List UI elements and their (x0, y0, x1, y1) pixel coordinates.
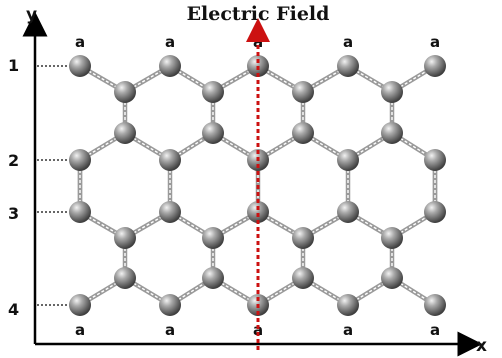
carbon-atom-19 (114, 227, 136, 249)
carbon-atom-33 (337, 294, 359, 316)
bond-highlight (212, 277, 259, 306)
bond-highlight (302, 277, 349, 306)
bond-highlight (212, 132, 259, 161)
bond-highlight (347, 132, 393, 161)
edge-label-top-4: a (343, 33, 353, 51)
edge-label-top-2: a (165, 33, 175, 51)
bond-highlight (302, 65, 349, 93)
carbon-atom-28 (114, 267, 136, 289)
carbon-atom-25 (381, 227, 403, 249)
bond-highlight (257, 65, 304, 93)
carbon-atom-9 (69, 149, 91, 171)
carbon-atom-26 (424, 201, 446, 223)
edge-label-bottom-1: a (75, 321, 85, 339)
bond-highlight (257, 132, 304, 161)
bond-highlight (212, 65, 259, 93)
carbon-atom-23 (292, 227, 314, 249)
carbon-atom-7 (381, 81, 403, 103)
carbon-atom-24 (337, 201, 359, 223)
bond-highlight (79, 211, 126, 239)
carbon-atom-1 (114, 81, 136, 103)
bond-highlight (124, 132, 171, 161)
carbon-atom-27 (69, 294, 91, 316)
row-label-3: 3 (8, 204, 19, 223)
row-label-2: 2 (8, 151, 19, 170)
carbon-atom-16 (381, 122, 403, 144)
carbon-atom-5 (292, 81, 314, 103)
carbon-atom-30 (202, 267, 224, 289)
edge-label-bottom-5: a (430, 321, 440, 339)
carbon-atom-10 (114, 122, 136, 144)
diagram-title: Electric Field (187, 3, 330, 25)
bond-highlight (124, 65, 171, 93)
carbon-atom-22 (247, 201, 269, 223)
carbon-atom-14 (292, 122, 314, 144)
atoms-layer (69, 55, 446, 316)
bond-highlight (79, 65, 126, 93)
carbon-atom-35 (424, 294, 446, 316)
carbon-atom-11 (159, 149, 181, 171)
bond-highlight (257, 211, 304, 239)
carbon-atom-21 (202, 227, 224, 249)
carbon-atom-20 (159, 201, 181, 223)
carbon-atom-17 (424, 149, 446, 171)
carbon-atom-3 (202, 81, 224, 103)
bond-highlight (212, 211, 259, 239)
edge-label-bottom-4: a (343, 321, 353, 339)
carbon-atom-0 (69, 55, 91, 77)
carbon-atom-34 (381, 267, 403, 289)
bond-highlight (124, 211, 171, 239)
bond-highlight (302, 211, 349, 239)
edge-label-top-1: a (75, 33, 85, 51)
bond-highlight (302, 132, 349, 161)
bond-highlight (257, 277, 304, 306)
row-guides (37, 65, 68, 306)
carbon-atom-15 (337, 149, 359, 171)
edge-label-bottom-3: a (253, 321, 263, 339)
carbon-atom-8 (424, 55, 446, 77)
carbon-atom-6 (337, 55, 359, 77)
carbon-atom-18 (69, 201, 91, 223)
edge-label-top-5: a (430, 33, 440, 51)
y-axis-label: y (26, 5, 37, 25)
bond-highlight (124, 277, 171, 306)
row-label-1: 1 (8, 56, 19, 75)
carbon-atom-29 (159, 294, 181, 316)
carbon-atom-2 (159, 55, 181, 77)
row-label-4: 4 (8, 300, 19, 319)
carbon-atom-32 (292, 267, 314, 289)
bond-highlight (347, 277, 393, 306)
x-axis-label: x (476, 336, 487, 356)
carbon-atom-12 (202, 122, 224, 144)
bond-highlight (79, 277, 126, 306)
edge-label-bottom-2: a (165, 321, 175, 339)
bond-highlight (79, 132, 126, 161)
